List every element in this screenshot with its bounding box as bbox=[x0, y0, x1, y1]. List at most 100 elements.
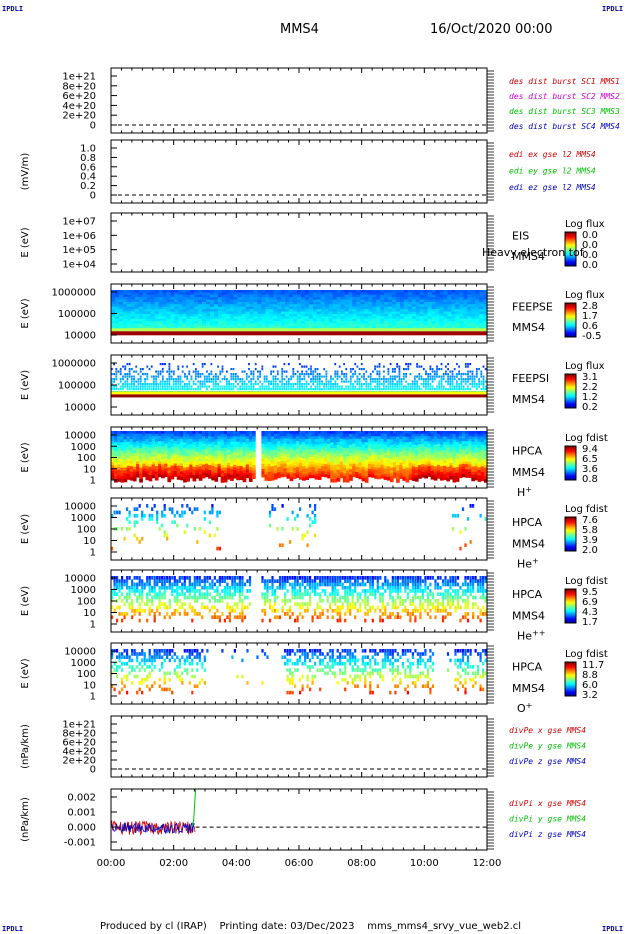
spectrogram-cell bbox=[117, 431, 121, 435]
spectrogram-cell bbox=[285, 306, 290, 310]
spectrogram-cell bbox=[411, 304, 417, 308]
spectrogram-cell bbox=[385, 388, 388, 391]
spectrogram-cell bbox=[208, 380, 211, 383]
spectrogram-cell bbox=[178, 304, 183, 308]
spectrogram-cell bbox=[411, 311, 417, 315]
spectrogram-cell bbox=[198, 439, 203, 443]
spectrogram-cell bbox=[308, 309, 314, 313]
spectrogram-cell bbox=[215, 373, 217, 376]
spectrogram-cell bbox=[239, 471, 244, 475]
spectrogram-cell bbox=[301, 370, 303, 373]
spectrogram-cell bbox=[223, 447, 228, 452]
spectrogram-cell bbox=[371, 453, 375, 458]
spectrogram-cell bbox=[241, 380, 244, 383]
spectrogram-cell bbox=[154, 323, 160, 327]
spectrogram-cell bbox=[280, 433, 284, 437]
spectrogram-cell bbox=[176, 468, 181, 472]
spectrogram-cell bbox=[111, 306, 116, 310]
spectrogram-cell bbox=[126, 321, 132, 325]
spectrogram-cell bbox=[302, 436, 306, 440]
spectrogram-cell bbox=[233, 457, 237, 461]
spectrogram-cell bbox=[403, 302, 409, 305]
spectrogram-cell bbox=[352, 368, 354, 371]
spectrogram-cell bbox=[126, 309, 132, 313]
spectrogram-cell bbox=[111, 452, 115, 456]
spectrogram-cell bbox=[391, 383, 394, 386]
spectrogram-cell bbox=[188, 373, 191, 376]
spectrogram-cell bbox=[201, 467, 206, 471]
spectrogram-cell bbox=[323, 385, 326, 388]
spectrogram-cell bbox=[376, 302, 381, 305]
spectrogram-cell bbox=[471, 309, 476, 313]
spectrogram-cell bbox=[376, 318, 381, 322]
spectrogram-cell bbox=[221, 318, 227, 322]
spectrogram-cell bbox=[154, 455, 159, 459]
spectrogram-cell bbox=[316, 388, 319, 391]
spectrogram-cell bbox=[304, 299, 310, 303]
spectrogram-cell bbox=[166, 294, 171, 298]
spectrogram-cell bbox=[304, 318, 310, 322]
spectrogram-cell bbox=[297, 318, 302, 322]
spectrogram-cell bbox=[431, 325, 437, 329]
spectrogram-cell bbox=[264, 433, 269, 438]
spectrogram-cell bbox=[248, 478, 253, 482]
spectrogram-cell bbox=[289, 452, 294, 457]
spectrogram-cell bbox=[239, 439, 244, 443]
spectrogram-cell bbox=[230, 436, 234, 440]
spectrogram-cell bbox=[463, 299, 468, 303]
spectrogram-cell bbox=[265, 321, 270, 325]
spectrogram-cell bbox=[211, 476, 215, 481]
spectrogram-cell bbox=[327, 454, 331, 458]
spectrogram-cell bbox=[261, 446, 266, 450]
spectrogram-cell bbox=[286, 433, 291, 437]
spectrogram-cell bbox=[346, 464, 350, 469]
spectrogram-cell bbox=[239, 431, 244, 435]
spectrogram-cell bbox=[294, 383, 297, 386]
spectrogram-cell bbox=[179, 383, 182, 386]
spectrogram-cell bbox=[148, 477, 153, 482]
spectrogram-cell bbox=[158, 468, 162, 473]
spectrogram-cell bbox=[378, 378, 381, 381]
spectrogram-cell bbox=[226, 433, 231, 438]
spectrogram-cell bbox=[253, 318, 259, 322]
spectrogram-cell bbox=[146, 385, 149, 388]
spectrogram-cell bbox=[403, 313, 409, 317]
spectrogram-cell bbox=[138, 297, 144, 301]
spectrogram-cell bbox=[241, 313, 247, 317]
spectrogram-cell bbox=[221, 297, 227, 301]
spectrogram-cell bbox=[162, 304, 168, 308]
spectrogram-cell bbox=[383, 473, 388, 478]
spectrogram-cell bbox=[117, 472, 121, 477]
spectrogram-cell bbox=[325, 380, 328, 383]
spectrogram-cell bbox=[281, 302, 286, 305]
spectrogram-cell bbox=[304, 311, 310, 315]
spectrogram-cell bbox=[261, 297, 266, 301]
spectrogram-cell bbox=[213, 299, 219, 303]
spectrogram-cell bbox=[285, 311, 290, 315]
spectrogram-cell bbox=[129, 439, 134, 443]
spectrogram-cell bbox=[443, 304, 449, 308]
spectrogram-cell bbox=[377, 449, 381, 453]
spectrogram-cell bbox=[233, 470, 237, 474]
spectrogram-cell bbox=[195, 467, 200, 471]
spectrogram-cell bbox=[133, 375, 135, 378]
overlay-label: Heavy electron tof bbox=[482, 246, 585, 259]
spectrogram-cell bbox=[136, 436, 140, 440]
spectrogram-cell bbox=[307, 383, 310, 386]
spectrogram-cell bbox=[117, 461, 121, 466]
spectrogram-cell bbox=[213, 297, 219, 301]
spectrogram-cell bbox=[451, 294, 456, 298]
spectrogram-cell bbox=[285, 321, 290, 325]
spectrogram-cell bbox=[312, 309, 318, 313]
spectrogram-cell bbox=[393, 467, 397, 471]
spectrogram-cell bbox=[311, 441, 316, 445]
spectrogram-cell bbox=[241, 323, 247, 327]
spectrogram-cell bbox=[136, 443, 140, 448]
spectrogram-cell bbox=[360, 311, 365, 315]
spectrogram-cell bbox=[297, 325, 302, 329]
spectrogram-cell bbox=[374, 378, 376, 381]
spectrogram-cell bbox=[124, 383, 127, 386]
spectrogram-cell bbox=[250, 388, 253, 391]
spectrogram-cell bbox=[328, 292, 334, 296]
spectrogram-cell bbox=[245, 299, 251, 303]
